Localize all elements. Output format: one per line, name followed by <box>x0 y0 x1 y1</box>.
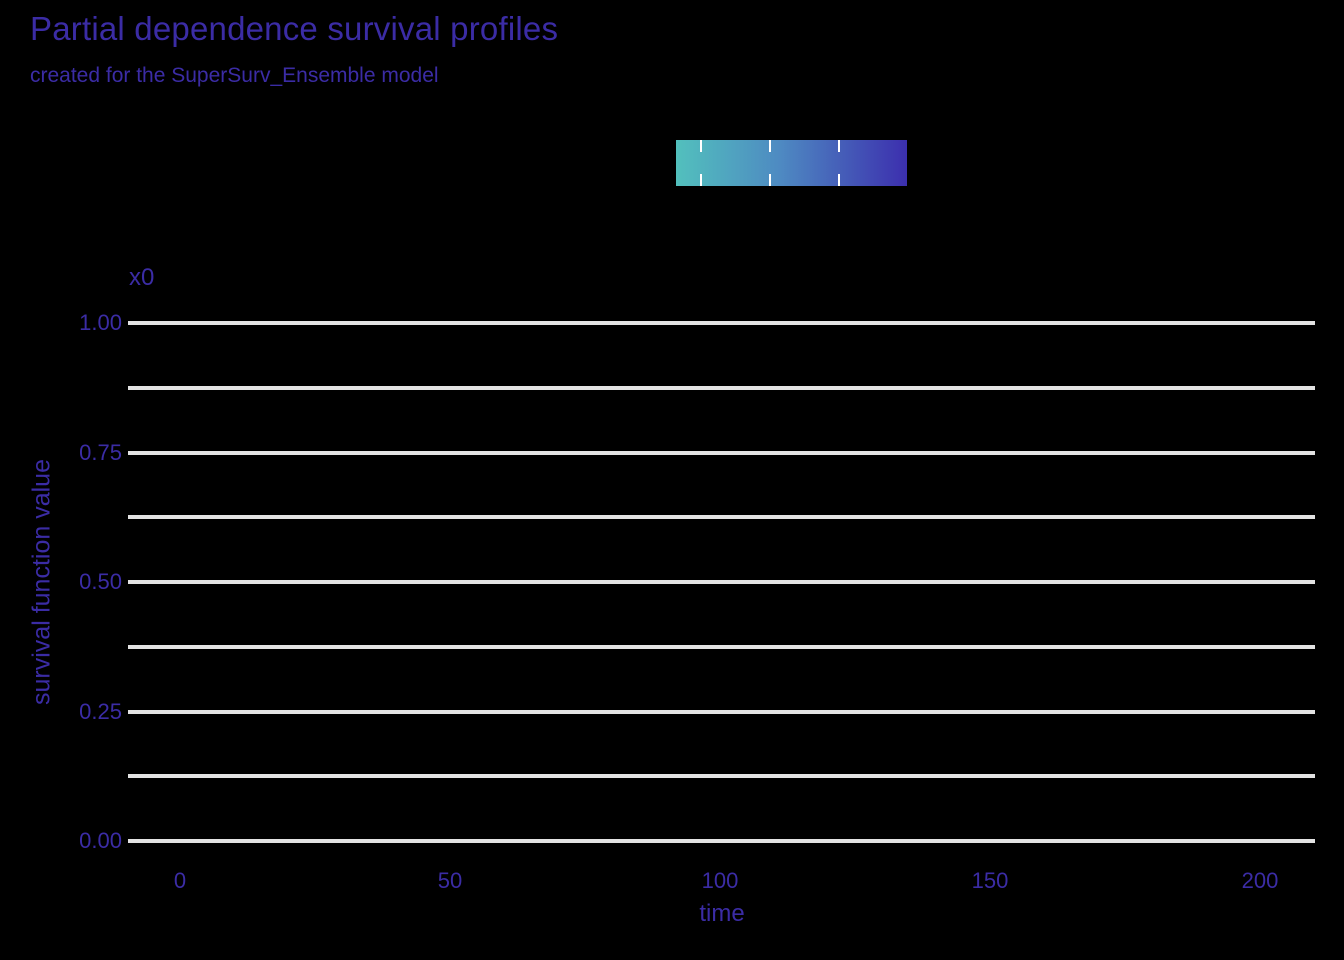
gridline-minor <box>128 644 1315 649</box>
page-subtitle: created for the SuperSurv_Ensemble model <box>30 64 439 87</box>
gridline-major <box>128 839 1315 843</box>
page-title: Partial dependence survival profiles <box>30 10 559 47</box>
colorbar-tick <box>700 140 702 152</box>
colorbar-gradient-legend <box>676 140 907 186</box>
x-tick-label: 50 <box>437 868 463 893</box>
facet-strip-label: x0 <box>129 264 155 291</box>
colorbar-tick <box>838 140 840 152</box>
x-tick-label: 200 <box>1241 868 1279 893</box>
colorbar-tick <box>700 174 702 186</box>
gridline-minor <box>128 385 1315 390</box>
gridline-major <box>128 450 1315 455</box>
gridline-major <box>128 321 1315 325</box>
colorbar-tick <box>769 174 771 186</box>
x-tick-label: 150 <box>971 868 1009 893</box>
x-axis-title: time <box>699 900 745 927</box>
y-axis-title: survival function value <box>27 459 56 705</box>
y-tick-label: 0.50 <box>79 569 122 594</box>
colorbar-tick <box>769 140 771 152</box>
gridline-minor <box>128 774 1315 779</box>
gridline-major <box>128 580 1315 584</box>
colorbar-tick <box>838 174 840 186</box>
gridline-minor <box>128 515 1315 520</box>
x-tick-label: 100 <box>701 868 739 893</box>
y-tick-label: 1.00 <box>79 310 122 335</box>
y-tick-label: 0.75 <box>79 439 122 465</box>
y-tick-label: 0.25 <box>79 698 122 724</box>
y-tick-label: 0.00 <box>79 828 122 853</box>
x-tick-label: 0 <box>173 868 187 893</box>
gridline-major <box>128 709 1315 714</box>
